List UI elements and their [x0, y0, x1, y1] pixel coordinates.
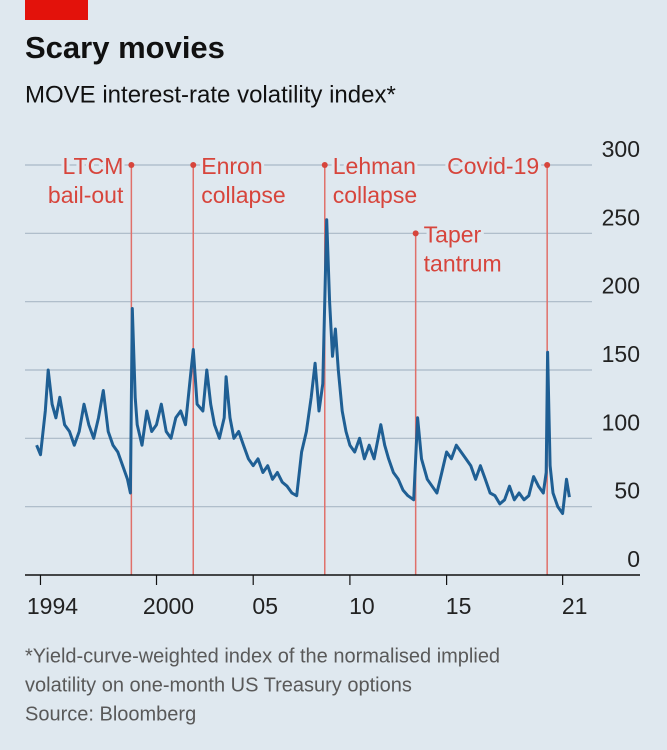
source: Source: Bloomberg [25, 703, 196, 725]
annotation-label: Enron [201, 153, 262, 179]
chart-subtitle: MOVE interest-rate volatility index* [25, 81, 396, 108]
annotation-label: tantrum [424, 250, 502, 276]
series-line [35, 218, 571, 515]
annotation-label: Covid-19 [447, 153, 539, 179]
annotation-dot [544, 162, 551, 168]
chart-title: Scary movies [25, 30, 225, 65]
annotation-dot [190, 162, 197, 168]
y-tick-label: 50 [614, 478, 640, 504]
red-tag [25, 0, 88, 20]
annotation-dot [128, 162, 135, 168]
x-tick-label: 15 [446, 593, 472, 619]
annotation-label: Taper [424, 221, 482, 247]
annotation-label: collapse [201, 182, 285, 208]
y-tick-label: 0 [627, 546, 640, 572]
y-tick-label: 250 [602, 204, 640, 230]
y-tick-label: 300 [602, 136, 640, 162]
annotation-label: LTCM [62, 153, 123, 179]
annotation-dot [321, 162, 328, 168]
x-tick-label: 2000 [143, 593, 194, 619]
annotation-label: Lehman [333, 153, 416, 179]
x-tick-label: 05 [252, 593, 278, 619]
y-tick-label: 200 [602, 273, 640, 299]
x-tick-label: 10 [349, 593, 375, 619]
y-tick-label: 150 [602, 341, 640, 367]
annotation-label: bail-out [48, 182, 124, 208]
footnote: *Yield-curve-weighted index of the norma… [25, 645, 500, 667]
annotation-dot [412, 230, 419, 237]
x-tick-label: 21 [562, 593, 588, 619]
y-tick-label: 100 [602, 409, 640, 435]
footnote: volatility on one-month US Treasury opti… [25, 674, 412, 696]
annotation-label: collapse [333, 182, 417, 208]
x-tick-label: 1994 [27, 593, 78, 619]
